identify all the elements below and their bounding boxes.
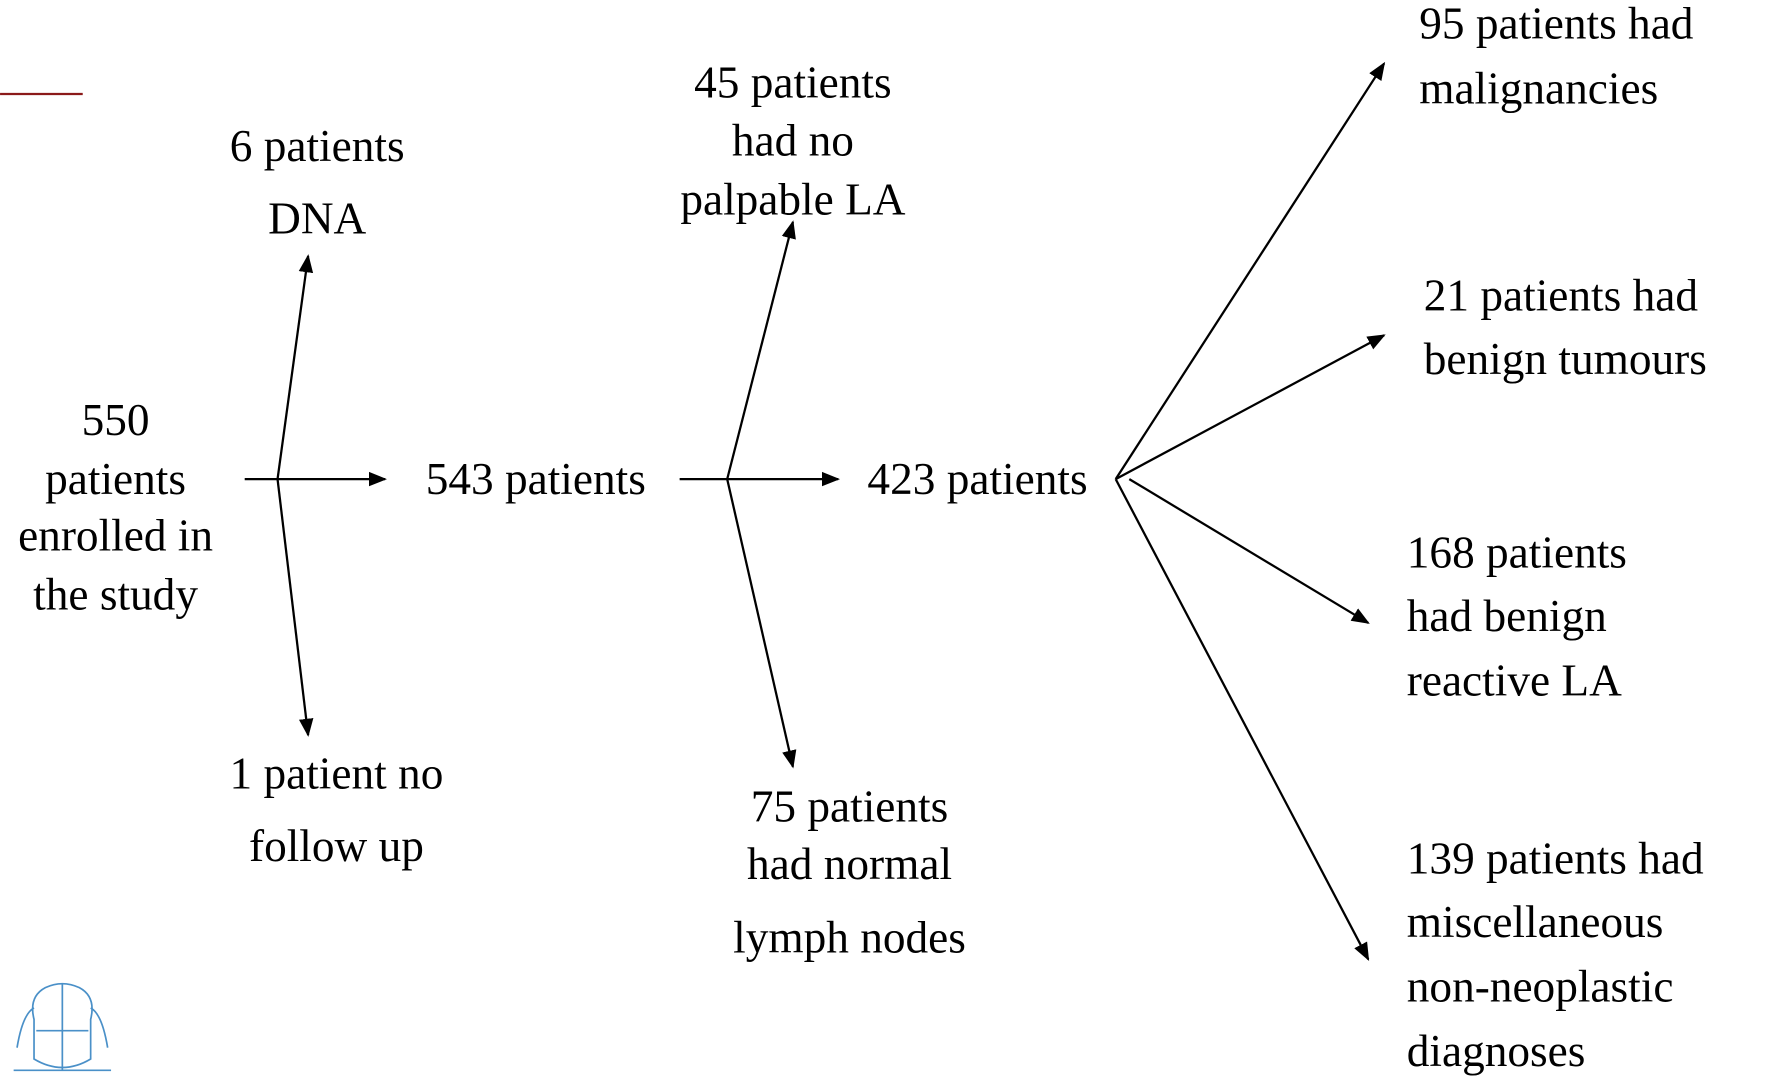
node-label: patients <box>45 454 186 504</box>
arrow <box>1115 334 1386 481</box>
node-label: enrolled in <box>18 511 213 561</box>
node-label: 168 patients <box>1407 528 1627 578</box>
crest-shield <box>31 982 93 1069</box>
arrow <box>1128 478 1370 624</box>
node-label: 550 <box>82 395 150 445</box>
node-label: diagnoses <box>1407 1026 1586 1076</box>
arrow <box>726 478 797 769</box>
node-label: 139 patients had <box>1407 833 1704 883</box>
node-label: had benign <box>1407 591 1607 641</box>
node-label: 1 patient no <box>230 749 444 799</box>
node-label: DNA <box>268 194 366 244</box>
crest-detail <box>16 983 109 1071</box>
node-label: benign tumours <box>1424 334 1707 384</box>
node-label: 6 patients <box>230 121 405 171</box>
arrow <box>1114 478 1370 961</box>
node-label: 21 patients had <box>1424 271 1699 321</box>
node-label: non-neoplastic <box>1407 961 1674 1011</box>
arrow <box>726 220 796 480</box>
node-label: had no <box>732 115 854 165</box>
arrow <box>276 478 314 737</box>
node-label: 45 patients <box>694 58 892 108</box>
node-label: miscellaneous <box>1407 897 1664 947</box>
node-label: reactive LA <box>1407 656 1622 706</box>
node-label: lymph nodes <box>733 913 966 963</box>
node-label: had normal <box>747 839 952 889</box>
node-label: palpable LA <box>680 174 905 224</box>
node-label: follow up <box>249 821 424 871</box>
node-label: 423 patients <box>867 454 1087 504</box>
node-label: the study <box>33 570 198 620</box>
node-label: 95 patients had <box>1419 0 1694 49</box>
arrows <box>244 61 1386 961</box>
node-label: 75 patients <box>751 781 949 831</box>
labels: 550 patients enrolled in the study 6 patient… <box>18 0 1707 1076</box>
arrow <box>1114 61 1386 480</box>
logo <box>13 982 112 1072</box>
node-label: malignancies <box>1419 63 1658 113</box>
arrow <box>276 254 314 480</box>
node-label: 543 patients <box>426 454 646 504</box>
